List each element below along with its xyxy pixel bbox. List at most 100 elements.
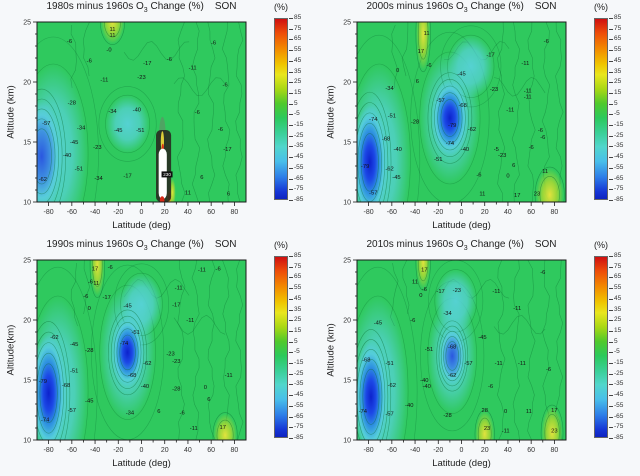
x-tick-label: -40 (410, 447, 420, 454)
x-tick-label: 0 (140, 447, 144, 454)
x-axis-label: Latitude (deg) (432, 458, 491, 469)
contour-label: -68 (362, 358, 370, 364)
contour-label: -11 (225, 373, 233, 379)
colorbar-tick (609, 71, 613, 73)
contour-ring (430, 79, 469, 157)
contour-label: 11 (542, 169, 548, 175)
y-axis-label: Altitude (km) (5, 85, 17, 139)
contour-label: -6 (211, 40, 216, 46)
contour-line (235, 22, 244, 202)
contour-label: -11 (492, 289, 500, 295)
contour-label: 6 (157, 409, 160, 415)
x-tick-label: 0 (460, 209, 464, 216)
colorbar-tick (289, 341, 293, 343)
contour-ring (427, 72, 473, 164)
contour-label: 11 (424, 31, 430, 37)
colorbar-tick (609, 405, 613, 407)
panel-2000s: 11 -6 17 -17 -6 -11 0 -45 6 -34 -23 -11 -11 -57 -68 -11… (320, 0, 640, 238)
contour-label: -11 (518, 361, 526, 367)
contour-label: 28 (481, 408, 487, 414)
contour-ring (37, 98, 63, 202)
contour-ring (216, 419, 234, 440)
colorbar-tick (609, 438, 613, 439)
x-tick-label: 80 (230, 447, 238, 454)
contour-label: -6 (195, 110, 200, 116)
colorbar-tick-label: -75 (294, 423, 304, 431)
colorbar-tick-label: 35 (614, 305, 622, 313)
contour-ring (98, 86, 157, 162)
season-label: SON (214, 239, 237, 250)
colorbar-tick (289, 363, 293, 365)
contour-label: -40 (420, 378, 428, 384)
colorbar-tick-label: 65 (614, 273, 622, 281)
contour-label: -34 (77, 126, 86, 132)
contour-label: -74 (446, 141, 455, 147)
colorbar-gradient (274, 18, 288, 200)
x-axis-label: Latitude (deg) (432, 220, 491, 231)
title-text-rest: Change (%) (147, 1, 204, 12)
contour-label: -11 (100, 78, 108, 84)
contour-label: 17 (514, 193, 520, 199)
colorbar-tick-label: -55 (614, 401, 624, 409)
contour-ring (436, 320, 469, 392)
colorbar-title: (%) (274, 2, 288, 12)
contour-ring (474, 409, 495, 440)
colorbar-tick (609, 146, 613, 148)
ozone-subscript: 3 (463, 245, 468, 252)
colorbar-tick-label: -45 (294, 152, 304, 160)
x-tick-label: -40 (90, 447, 100, 454)
colorbar-tick (609, 363, 613, 365)
contour-ring (89, 260, 105, 298)
contour-label: -51 (388, 114, 396, 120)
contour-label: -17 (223, 147, 231, 153)
colorbar-tick (289, 416, 293, 418)
contour-line (497, 22, 506, 202)
colorbar-tick (289, 82, 293, 84)
colorbar-title: (%) (594, 240, 608, 250)
colorbar-tick-label: -65 (614, 412, 624, 420)
contour-ring (104, 22, 121, 38)
y-axis-label: Altitude(km) (5, 324, 17, 376)
halo-region (105, 95, 150, 153)
warm-region (213, 413, 237, 440)
contour-label: -28 (411, 120, 419, 126)
colorbar-tick (609, 18, 613, 19)
y-tick-label: 25 (23, 20, 31, 27)
contour-line (401, 22, 409, 77)
contour-label: -51 (385, 361, 393, 367)
colorbar-tick (289, 28, 293, 30)
x-tick-label: 0 (140, 209, 144, 216)
y-tick-label: 15 (343, 140, 351, 147)
contour-label: 0 (396, 68, 399, 74)
contour-label: 11 (412, 280, 418, 286)
colorbar-tick-label: 5 (614, 99, 618, 107)
contour-label: -17 (172, 302, 180, 308)
colorbar-tick (609, 157, 613, 159)
contour-label: -6 (488, 384, 493, 390)
y-tick-label: 25 (23, 258, 31, 265)
contour-ring (418, 22, 429, 60)
y-axis-label: Altitude (km) (325, 85, 337, 139)
colorbar-tick-label: -25 (294, 369, 304, 377)
contour-label: -5 (494, 147, 499, 153)
contour-label: -57 (385, 412, 393, 418)
x-tick-label: 20 (161, 209, 169, 216)
blue-region (439, 327, 465, 385)
contour-ring (357, 34, 421, 202)
y-tick-label: 20 (23, 318, 31, 325)
y-tick-label: 25 (343, 258, 351, 265)
contour-ring (438, 325, 466, 387)
contour-label: -17 (123, 174, 131, 180)
contour-label: -74 (120, 341, 129, 347)
colorbar-tick-label: 35 (294, 67, 302, 75)
contour-label: -51 (434, 157, 442, 163)
contour-label: -11 (524, 88, 532, 94)
contour-label: 0 (88, 306, 91, 312)
colorbar-tick (609, 125, 613, 127)
contour-ring (37, 128, 52, 185)
contour-ring (447, 34, 495, 98)
title-text-rest: Change (%) (467, 1, 524, 12)
colorbar-tick-label: 75 (614, 24, 622, 32)
colorbar-tick (289, 288, 293, 290)
contour-label: -23 (498, 153, 506, 159)
